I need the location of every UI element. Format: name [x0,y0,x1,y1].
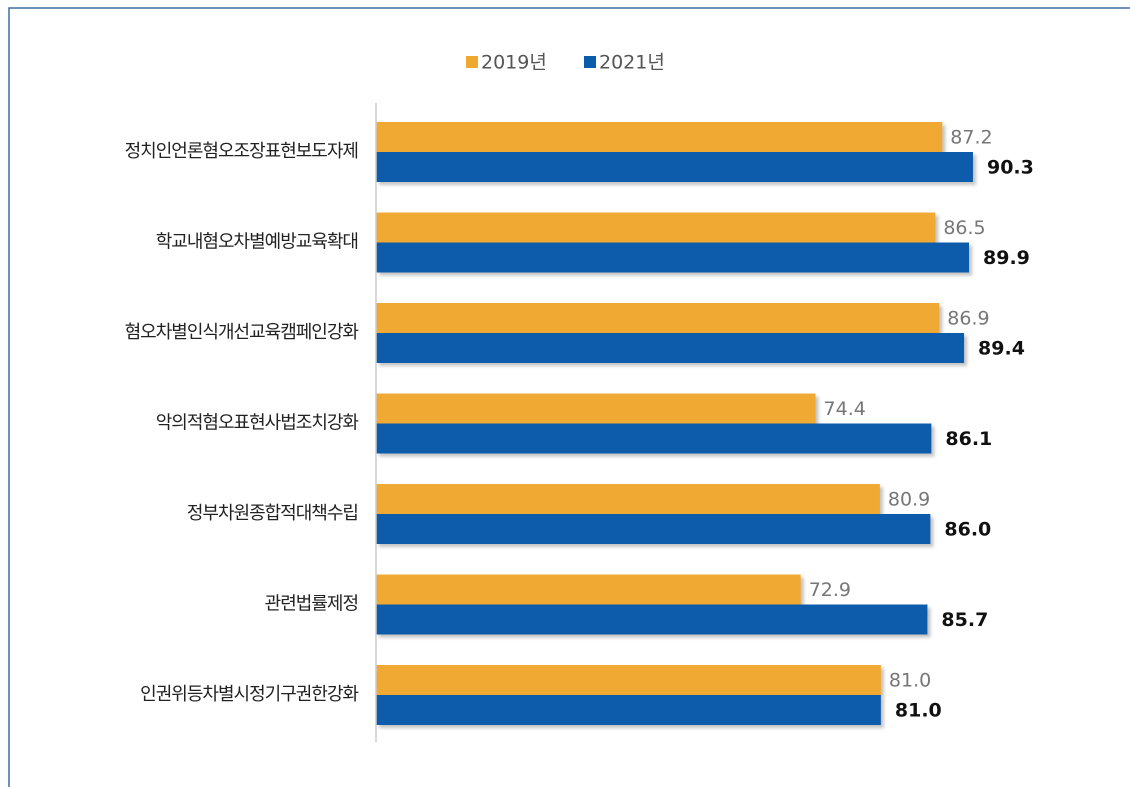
value-label: 90.3 [987,157,1034,179]
value-label: 87.2 [950,127,992,149]
value-label: 86.0 [944,519,991,541]
legend-label: 2021년 [599,52,665,74]
bar [376,665,881,695]
bar [376,514,931,544]
bar [376,695,881,725]
value-label: 86.1 [945,428,992,450]
value-label: 89.9 [983,247,1030,269]
category-label: 혐오차별인식개선교육캠페인강화 [125,322,359,343]
bar [376,423,932,454]
bar [376,303,940,333]
bar [376,574,801,605]
legend-swatch [466,56,478,68]
value-label: 85.7 [941,609,988,631]
bar [376,122,943,152]
value-label: 80.9 [888,489,930,511]
value-label: 72.9 [809,579,851,601]
value-label: 86.9 [947,308,989,330]
value-label: 86.5 [943,217,985,239]
category-label: 학교내혐오차별예방교육확대 [156,232,358,253]
value-label: 89.4 [978,338,1025,360]
category-label: 관련법률제정 [265,594,358,615]
bar [376,484,880,514]
category-label: 악의적혐오표현사법조치강화 [156,413,359,434]
bar [376,393,816,424]
category-label: 정치인언론혐오조장표현보도자제 [125,141,358,162]
value-label: 81.0 [895,700,942,722]
bar [376,604,928,635]
bar [376,242,970,273]
bar [376,212,936,243]
category-label: 인권위등차별시정기구권한강화 [140,684,358,705]
category-label: 정부차원종합적대책수립 [187,503,358,524]
legend-label: 2019년 [481,52,547,74]
bar [376,152,973,182]
bar [376,333,965,363]
frame [8,7,1130,787]
value-label: 81.0 [889,670,931,692]
value-label: 74.4 [824,398,866,420]
legend-swatch [584,56,596,68]
